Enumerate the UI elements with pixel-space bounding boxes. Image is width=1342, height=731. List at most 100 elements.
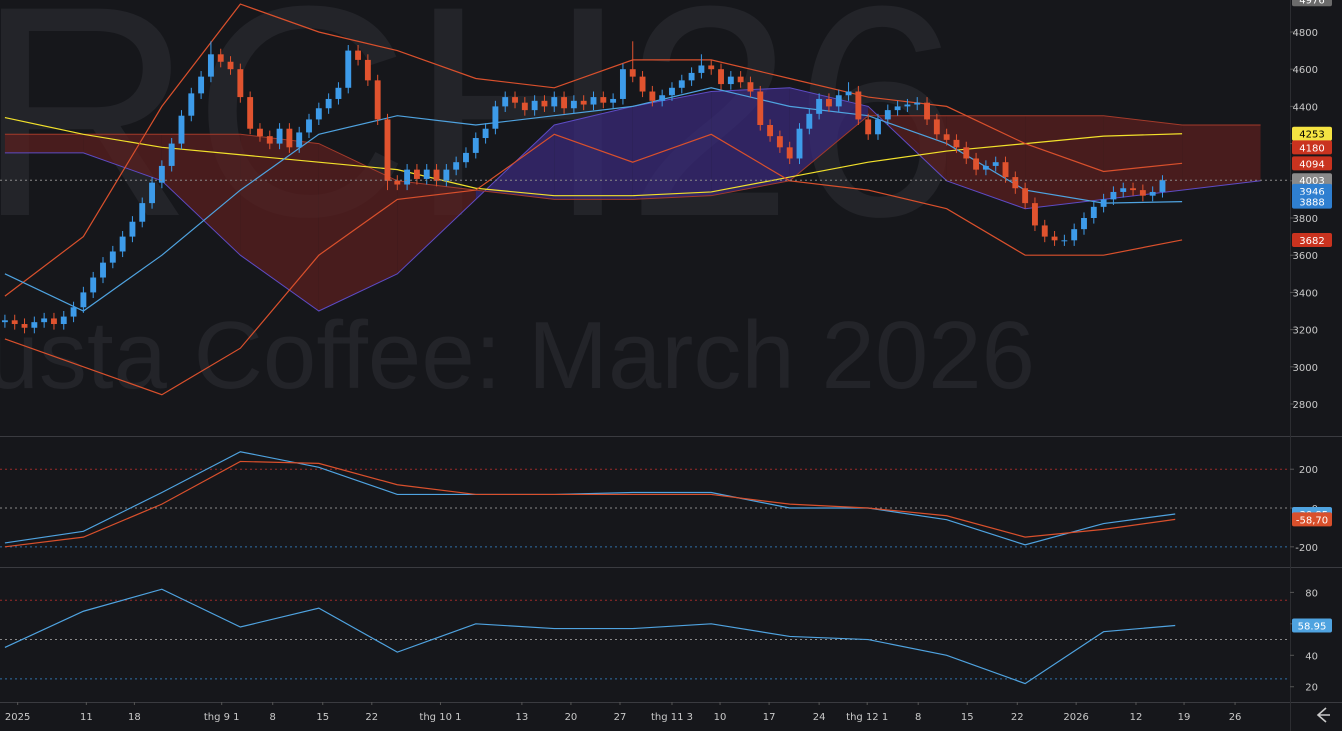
candle-body — [217, 54, 224, 62]
candle-body — [51, 318, 57, 325]
candle-body — [776, 136, 783, 148]
candle-body — [129, 221, 136, 237]
x-tick-label: 22 — [1011, 712, 1024, 723]
price-label-box — [1292, 156, 1332, 171]
candle-body — [914, 102, 921, 105]
candle-body — [1022, 188, 1029, 204]
candle-body — [227, 61, 234, 70]
cloud-segment — [1182, 124, 1261, 191]
candle-body — [580, 100, 587, 105]
scroll-back-button[interactable] — [1316, 707, 1330, 723]
y-tick-label: 20 — [1305, 683, 1318, 694]
candle-body — [109, 251, 116, 263]
candle-body — [423, 169, 430, 179]
candle-body — [443, 169, 450, 181]
price-label: 4180 — [1299, 143, 1324, 154]
candle-body — [41, 318, 48, 323]
x-tick-label: 15 — [961, 712, 974, 723]
y-tick-label: 3400 — [1293, 288, 1318, 299]
oscillator-line — [4, 460, 1176, 548]
candle-body — [286, 128, 293, 148]
price-label-box — [1292, 126, 1332, 141]
candle-body — [1002, 162, 1009, 178]
price-label-box — [1292, 173, 1332, 188]
y-tick-label: 2800 — [1293, 400, 1318, 411]
candle-body — [688, 72, 695, 81]
candle-body — [463, 152, 469, 163]
candle-body — [178, 115, 185, 144]
candle-body — [904, 104, 911, 107]
candle-body — [404, 169, 411, 185]
candle-body — [1120, 188, 1127, 192]
y-tick-label: 3200 — [1293, 326, 1318, 337]
watermark-name: Robusta Coffee: March 2026 — [0, 302, 1035, 409]
oscillator-line — [4, 588, 1176, 685]
candle-body — [70, 307, 77, 317]
x-tick-label: 18 — [128, 712, 141, 723]
x-tick-label: thg 12 1 — [846, 712, 888, 723]
candle-body — [737, 76, 744, 83]
candle-body — [90, 277, 97, 293]
price-label-box — [1292, 232, 1332, 247]
candle-body — [531, 100, 538, 111]
candle-body — [865, 119, 872, 135]
candle-body — [943, 134, 950, 140]
candle-body — [727, 76, 734, 85]
x-tick-label: 2025 — [5, 712, 30, 723]
candle-body — [875, 119, 881, 135]
candle-body — [355, 50, 362, 60]
candle-body — [698, 65, 705, 73]
candle-body — [561, 97, 568, 109]
candle-body — [835, 95, 842, 107]
y-tick-label: 4400 — [1293, 102, 1318, 113]
candle-body — [60, 316, 67, 325]
candle-body — [718, 69, 724, 85]
candle-body — [933, 119, 940, 135]
candle-body — [982, 165, 989, 170]
candle-body — [482, 128, 489, 139]
x-tick-label: 26 — [1229, 712, 1242, 723]
candle-body — [502, 97, 509, 107]
candle-body — [266, 136, 273, 144]
candle-body — [992, 162, 999, 166]
x-tick-label: 8 — [915, 712, 921, 723]
y-tick-label: -200 — [1295, 543, 1318, 554]
price-label-box — [1292, 0, 1332, 7]
candle-body — [384, 119, 391, 181]
candle-body — [325, 98, 332, 109]
price-label-box — [1292, 183, 1332, 198]
x-tick-label: 24 — [813, 712, 826, 723]
candle-body — [21, 324, 28, 328]
y-tick-label: 3800 — [1293, 214, 1318, 225]
candle-body — [139, 203, 146, 222]
candle-body — [1, 320, 8, 323]
y-tick-label: 40 — [1305, 651, 1318, 662]
price-label: 3682 — [1299, 236, 1324, 247]
price-label: 4976 — [1299, 0, 1324, 6]
y-tick-label: 200 — [1299, 465, 1318, 476]
x-tick-label: 27 — [614, 712, 627, 723]
candle-body — [168, 143, 175, 166]
candle-body — [1139, 190, 1146, 196]
oscillator-line — [4, 451, 1176, 546]
candle-body — [433, 169, 440, 181]
candle-body — [512, 97, 518, 103]
candle-body — [1071, 229, 1078, 241]
value-label-box — [1292, 618, 1332, 633]
candle-body — [629, 69, 636, 77]
cloud-segment — [397, 180, 476, 274]
indicator-line — [4, 116, 1183, 197]
candle-body — [855, 91, 862, 120]
candle-body — [1130, 188, 1136, 191]
candle-body — [708, 65, 715, 70]
candle-body — [610, 98, 617, 103]
x-tick-label: 15 — [316, 712, 329, 723]
candle-body — [492, 106, 499, 129]
x-tick-label: 19 — [1178, 712, 1191, 723]
candle-body — [1159, 180, 1166, 192]
candle-body — [11, 320, 18, 325]
candle-body — [1032, 203, 1038, 226]
candle-body — [796, 128, 803, 159]
x-tick-label: thg 9 1 — [204, 712, 240, 723]
